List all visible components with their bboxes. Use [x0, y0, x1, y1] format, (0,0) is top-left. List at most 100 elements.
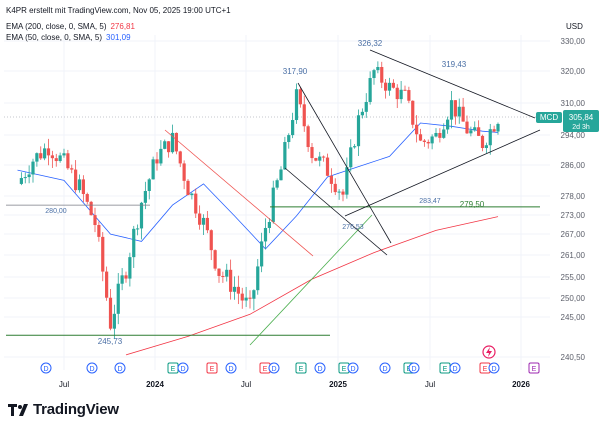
dividend-circle — [347, 362, 359, 374]
candle-body — [469, 130, 473, 134]
candle-body — [341, 191, 345, 195]
price-label: 283,47 — [419, 198, 441, 205]
candle-body — [360, 111, 364, 116]
candle-body — [50, 155, 54, 159]
candle-body — [151, 159, 155, 180]
candle-body — [449, 100, 454, 120]
tradingview-icon — [8, 403, 28, 416]
dividend-marker: D — [379, 362, 391, 374]
candle-body — [43, 148, 47, 159]
candle-body — [240, 293, 244, 301]
trend-line — [369, 49, 536, 119]
candle-body — [217, 268, 221, 276]
candle-body — [302, 104, 306, 127]
candle-body — [461, 106, 465, 122]
candle-body — [19, 178, 23, 184]
grid — [4, 35, 550, 370]
price-badge — [563, 110, 599, 132]
alert-flash-icon — [482, 345, 496, 359]
brand-name: TradingView — [33, 401, 119, 418]
event-markers: DDDEDEDEDEDEDDEDEDEDE — [40, 345, 540, 374]
candle-body — [174, 132, 178, 152]
candle-body — [27, 174, 31, 178]
ema50-legend[interactable]: EMA (50, close, 0, SMA, 5) 301,09 — [6, 33, 131, 42]
event-letter: E — [483, 366, 488, 373]
dividend-marker: D — [408, 362, 420, 374]
earnings-marker: E — [338, 362, 350, 374]
y-tick-label: 267,00 — [561, 230, 586, 239]
candle-body — [372, 70, 376, 79]
candle-body — [488, 129, 492, 146]
candle-body — [387, 82, 392, 91]
currency-label: USD — [566, 22, 583, 31]
candle-body — [77, 179, 82, 191]
event-letter: E — [532, 366, 537, 373]
candle-body — [480, 135, 485, 149]
dividend-marker: D — [488, 362, 500, 374]
candle-body — [46, 148, 51, 156]
candle-body — [434, 132, 438, 137]
chart-caption: K4PR erstellt mit TradingView.com, Nov 0… — [6, 6, 231, 15]
event-letter: E — [263, 366, 268, 373]
candle-body — [209, 230, 213, 251]
candle-body — [120, 275, 124, 284]
event-letter: D — [452, 366, 457, 373]
candle-body — [477, 127, 481, 136]
candle-body — [337, 191, 341, 193]
y-tick-label: 310,00 — [561, 99, 586, 108]
y-tick-label: 245,00 — [561, 313, 586, 322]
candle-body — [271, 187, 275, 222]
price-label: 280,00 — [45, 208, 67, 215]
candle-body — [124, 275, 128, 279]
candle-body — [198, 213, 202, 225]
candle-layer — [19, 61, 500, 340]
ticker-badge — [536, 112, 562, 123]
x-tick-label: 2025 — [329, 380, 347, 389]
candle-body — [430, 136, 434, 144]
candle-body — [143, 190, 147, 203]
event-letter: D — [271, 366, 276, 373]
event-letter: D — [350, 366, 355, 373]
candle-body — [116, 283, 120, 314]
candle-body — [438, 132, 442, 138]
x-tick-label: 2026 — [512, 380, 530, 389]
candle-body — [353, 146, 357, 148]
candle-body — [496, 123, 500, 132]
candle-body — [232, 286, 237, 292]
y-tick-label: 278,00 — [561, 192, 586, 201]
earnings-marker: E — [439, 362, 451, 374]
ema200-legend[interactable]: EMA (200, close, 0, SMA, 5) 276,81 — [6, 22, 135, 31]
candle-body — [132, 228, 136, 258]
candle-body — [225, 269, 229, 277]
drawing-layer — [6, 49, 541, 346]
dividend-marker: D — [314, 362, 326, 374]
earnings-square — [206, 362, 218, 374]
dividend-circle — [40, 362, 52, 374]
dividend-circle — [114, 362, 126, 374]
dividend-marker: D — [177, 362, 189, 374]
event-letter: D — [411, 366, 416, 373]
candle-body — [349, 147, 353, 168]
candle-body — [81, 179, 85, 195]
dividend-circle — [225, 362, 237, 374]
candle-body — [368, 78, 372, 102]
y-tick-label: 286,00 — [561, 161, 586, 170]
y-tick-label: 320,00 — [561, 67, 586, 76]
candle-body — [221, 275, 225, 277]
event-letter: D — [43, 366, 48, 373]
candle-body — [457, 106, 461, 117]
event-letter: E — [210, 366, 215, 373]
candle-body — [294, 89, 299, 121]
ticker-text: MCD — [540, 113, 558, 122]
candle-body — [201, 217, 206, 225]
event-letter: D — [491, 366, 496, 373]
candle-body — [267, 221, 271, 228]
x-tick-label: Jul — [59, 380, 69, 389]
tradingview-logo[interactable]: TradingView — [8, 401, 119, 418]
candle-body — [256, 266, 260, 291]
candle-body — [418, 134, 423, 141]
candle-body — [260, 241, 264, 267]
candle-body — [205, 217, 209, 231]
dividend-marker: D — [114, 362, 126, 374]
